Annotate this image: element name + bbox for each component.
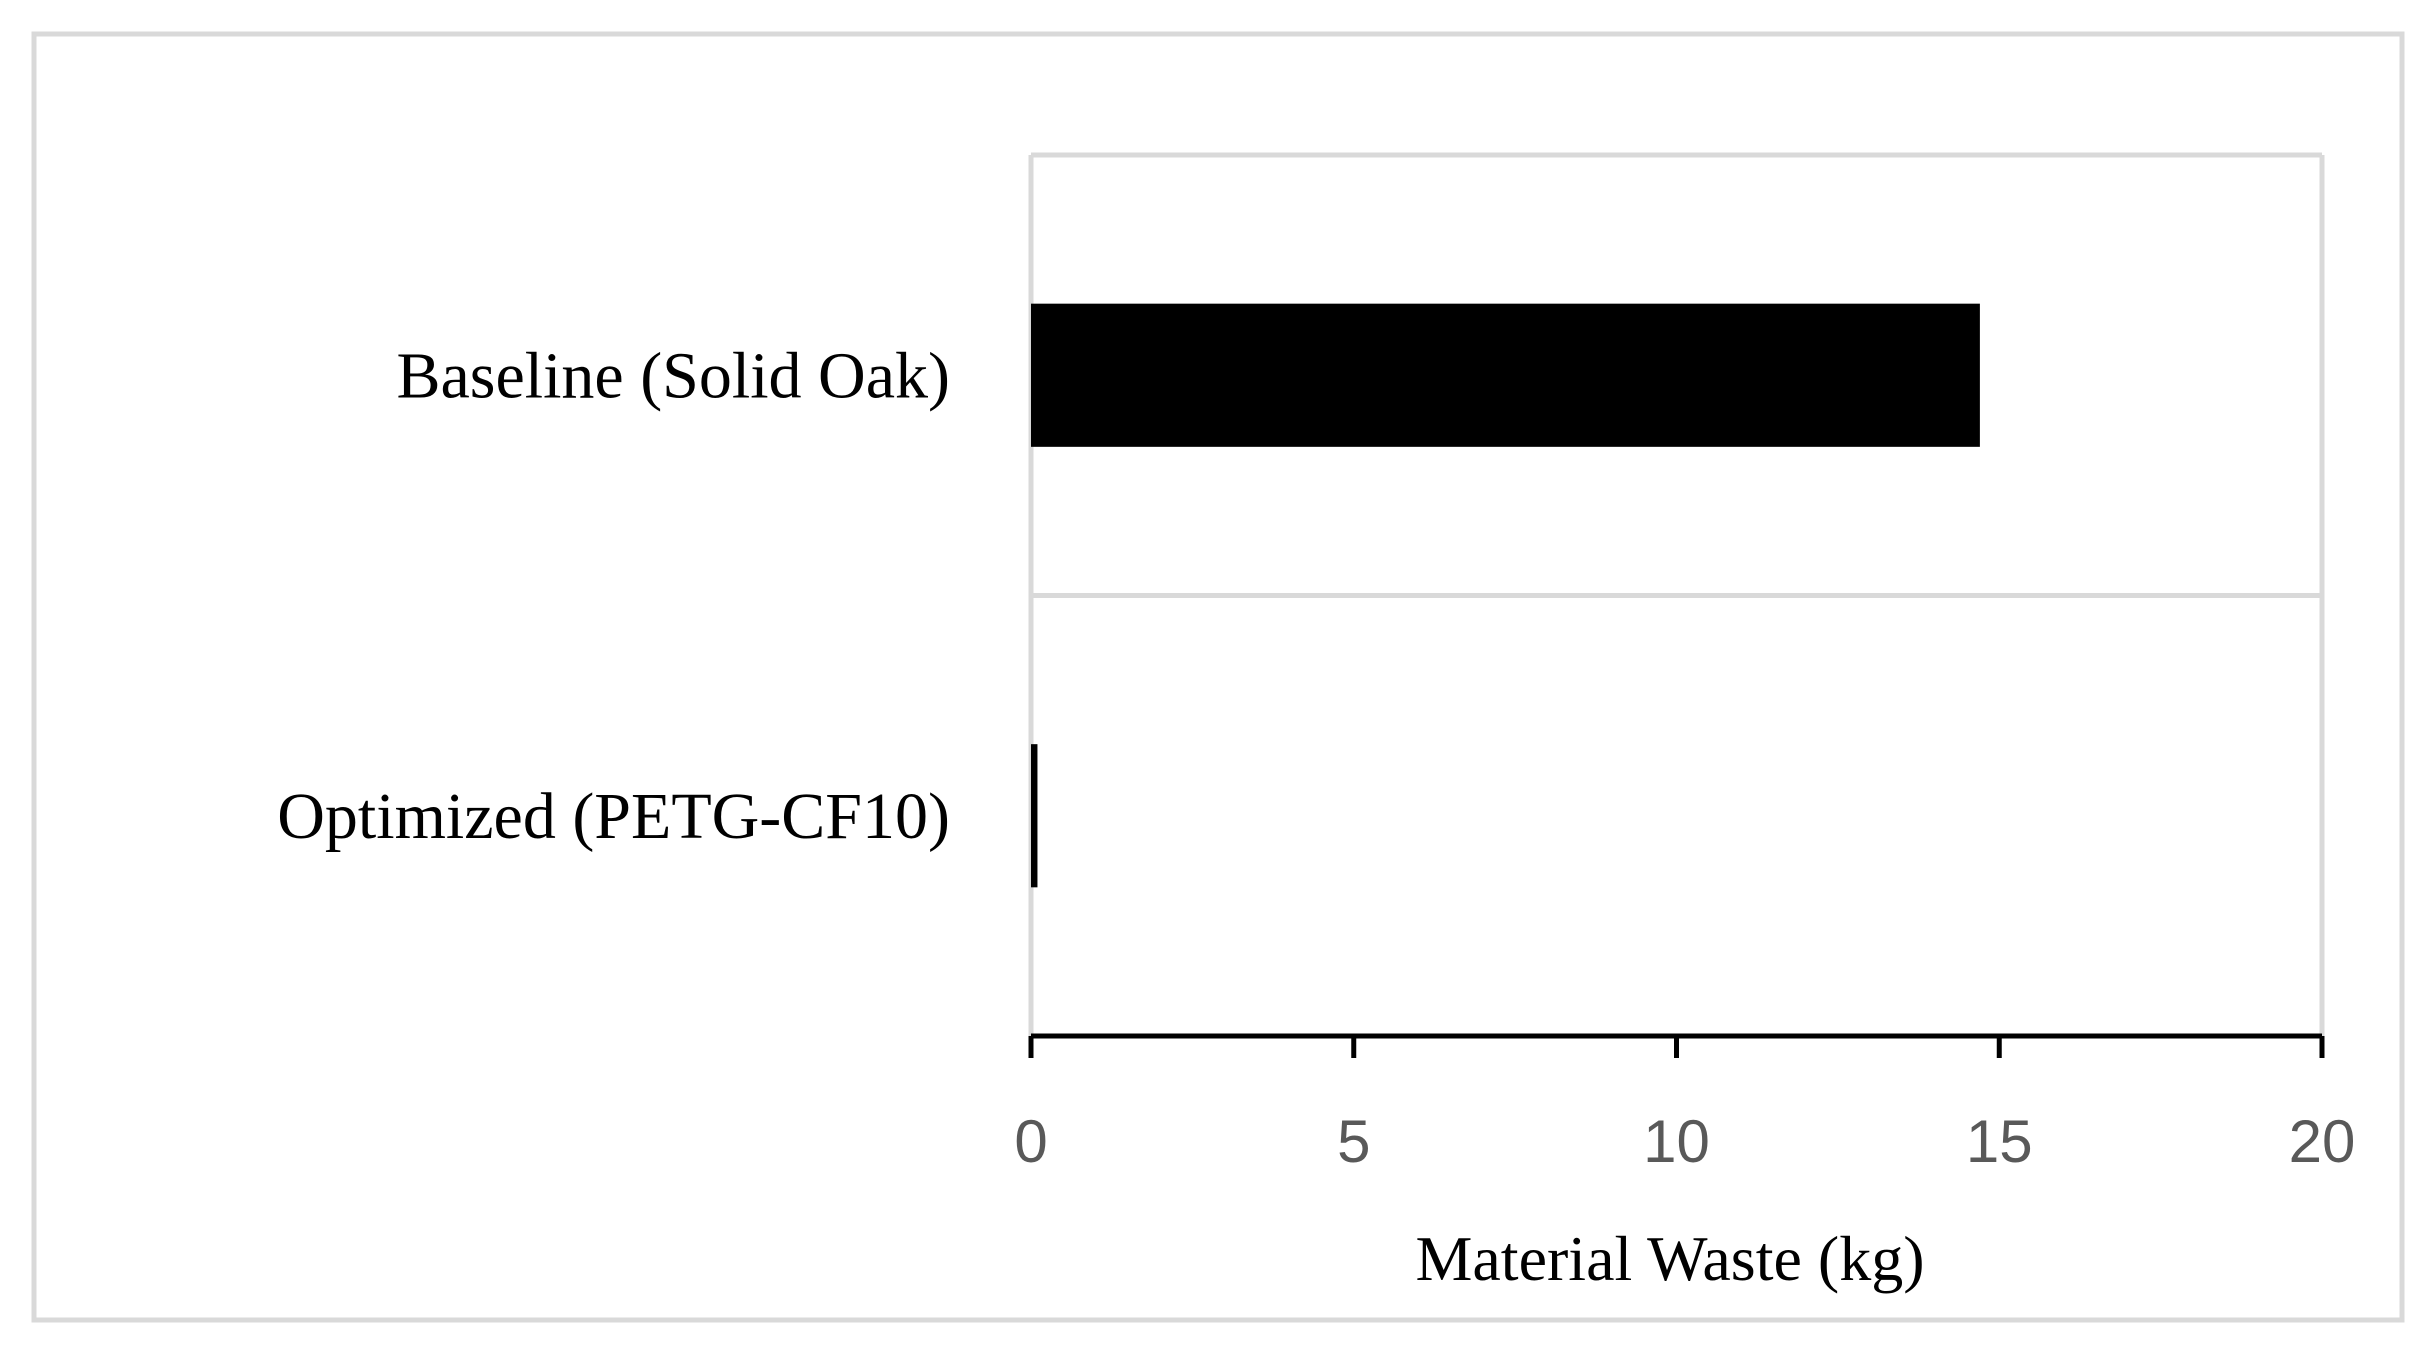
x-tick-label: 15 — [1966, 1108, 2033, 1175]
x-tick-label: 0 — [1014, 1108, 1047, 1175]
category-label: Optimized (PETG-CF10) — [277, 780, 950, 853]
x-tick-label: 20 — [2289, 1108, 2356, 1175]
x-tick-label: 10 — [1643, 1108, 1710, 1175]
x-tick-label: 5 — [1337, 1108, 1370, 1175]
bar-optimized — [1031, 744, 1038, 888]
bar-baseline — [1031, 303, 1980, 447]
category-label: Baseline (Solid Oak) — [396, 339, 950, 412]
chart-border — [31, 31, 2405, 1323]
x-axis-title: Material Waste (kg) — [1415, 1223, 1924, 1294]
plot-area: Baseline (Solid Oak) Optimized (PETG-CF10… — [277, 152, 2356, 1175]
